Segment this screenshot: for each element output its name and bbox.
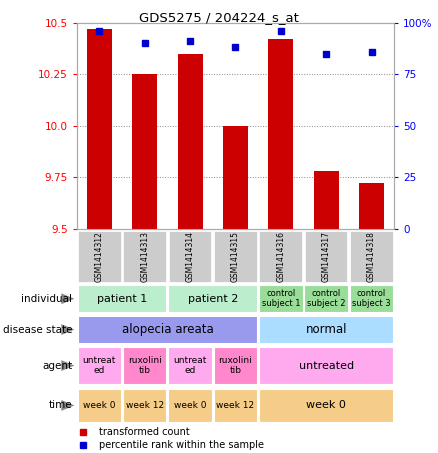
- Text: percentile rank within the sample: percentile rank within the sample: [99, 440, 264, 450]
- Bar: [177, 53, 202, 229]
- Bar: [168, 389, 212, 422]
- Text: GSM1414312: GSM1414312: [95, 231, 104, 282]
- Text: GSM1414317: GSM1414317: [321, 231, 331, 282]
- Text: week 0: week 0: [174, 401, 206, 410]
- Text: GSM1414318: GSM1414318: [367, 231, 376, 282]
- Text: control
subject 3: control subject 3: [352, 289, 391, 308]
- Polygon shape: [61, 400, 74, 411]
- Text: alopecia areata: alopecia areata: [121, 323, 213, 336]
- Polygon shape: [61, 324, 74, 335]
- Bar: [314, 171, 339, 229]
- Bar: [350, 285, 393, 312]
- Text: ruxolini
tib: ruxolini tib: [219, 356, 252, 375]
- Bar: [259, 231, 302, 281]
- Bar: [268, 39, 293, 229]
- Bar: [123, 389, 166, 422]
- Text: week 12: week 12: [216, 401, 254, 410]
- Text: GDS5275 / 204224_s_at: GDS5275 / 204224_s_at: [139, 11, 299, 24]
- Bar: [223, 126, 248, 229]
- Bar: [169, 231, 212, 281]
- Text: agent: agent: [42, 361, 72, 371]
- Bar: [78, 389, 121, 422]
- Text: ruxolini
tib: ruxolini tib: [128, 356, 162, 375]
- Bar: [123, 347, 166, 384]
- Bar: [259, 285, 303, 312]
- Polygon shape: [61, 360, 74, 371]
- Text: week 0: week 0: [306, 400, 346, 410]
- Bar: [350, 231, 393, 281]
- Text: normal: normal: [305, 323, 347, 336]
- Bar: [78, 316, 257, 343]
- Bar: [168, 347, 212, 384]
- Text: patient 2: patient 2: [187, 294, 238, 304]
- Bar: [259, 389, 393, 422]
- Text: week 12: week 12: [126, 401, 164, 410]
- Text: time: time: [49, 400, 72, 410]
- Text: control
subject 2: control subject 2: [307, 289, 346, 308]
- Bar: [78, 231, 120, 281]
- Bar: [124, 231, 166, 281]
- Bar: [305, 231, 347, 281]
- Bar: [78, 285, 166, 312]
- Text: GSM1414316: GSM1414316: [276, 231, 285, 282]
- Text: GSM1414314: GSM1414314: [186, 231, 194, 282]
- Text: GSM1414313: GSM1414313: [140, 231, 149, 282]
- Text: GSM1414315: GSM1414315: [231, 231, 240, 282]
- Text: individual: individual: [21, 294, 72, 304]
- Bar: [214, 231, 257, 281]
- Text: untreat
ed: untreat ed: [83, 356, 116, 375]
- Bar: [304, 285, 348, 312]
- Text: transformed count: transformed count: [99, 427, 190, 437]
- Bar: [259, 316, 393, 343]
- Bar: [214, 389, 257, 422]
- Bar: [359, 183, 384, 229]
- Polygon shape: [61, 294, 74, 304]
- Bar: [87, 29, 112, 229]
- Text: week 0: week 0: [83, 401, 116, 410]
- Text: disease state: disease state: [3, 324, 72, 335]
- Text: untreat
ed: untreat ed: [173, 356, 207, 375]
- Text: untreated: untreated: [299, 361, 354, 371]
- Bar: [132, 74, 157, 229]
- Bar: [78, 347, 121, 384]
- Bar: [214, 347, 257, 384]
- Text: control
subject 1: control subject 1: [261, 289, 300, 308]
- Bar: [259, 347, 393, 384]
- Bar: [168, 285, 257, 312]
- Text: patient 1: patient 1: [97, 294, 147, 304]
